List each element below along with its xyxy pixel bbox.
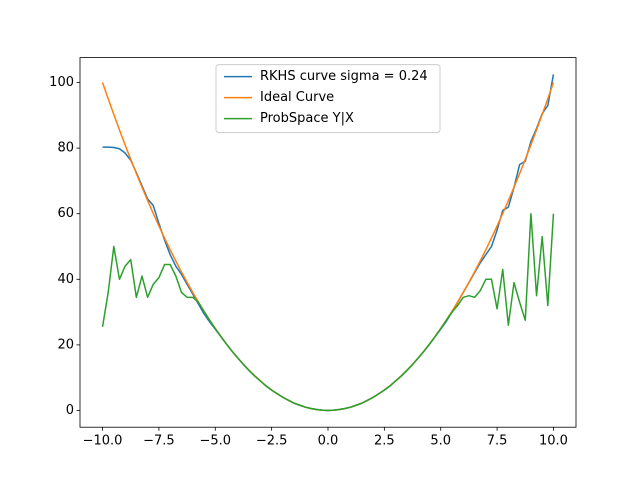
- legend-box: [215, 64, 441, 134]
- y-tick-label: 0: [66, 403, 74, 418]
- legend-label: ProbSpace Y|X: [260, 111, 354, 126]
- x-tick-label: −5.0: [199, 434, 231, 449]
- x-tick-label: 0.0: [318, 434, 339, 449]
- x-tick-label: 10.0: [539, 434, 568, 449]
- y-tick-label: 40: [57, 272, 74, 287]
- legend-label: RKHS curve sigma = 0.24: [260, 69, 428, 84]
- x-tick-label: 2.5: [374, 434, 395, 449]
- y-tick-label: 100: [49, 75, 74, 90]
- y-tick-label: 60: [57, 206, 74, 221]
- legend-label: Ideal Curve: [260, 90, 334, 105]
- x-tick-label: 7.5: [487, 434, 508, 449]
- x-tick-label: 5.0: [430, 434, 451, 449]
- x-tick-label: −2.5: [256, 434, 288, 449]
- y-tick-label: 80: [57, 141, 74, 156]
- axes-frame: [79, 57, 577, 428]
- x-tick-label: −7.5: [143, 434, 175, 449]
- series-line: [101, 212, 555, 412]
- x-tick-label: −10.0: [83, 434, 123, 449]
- y-tick-label: 20: [57, 337, 74, 352]
